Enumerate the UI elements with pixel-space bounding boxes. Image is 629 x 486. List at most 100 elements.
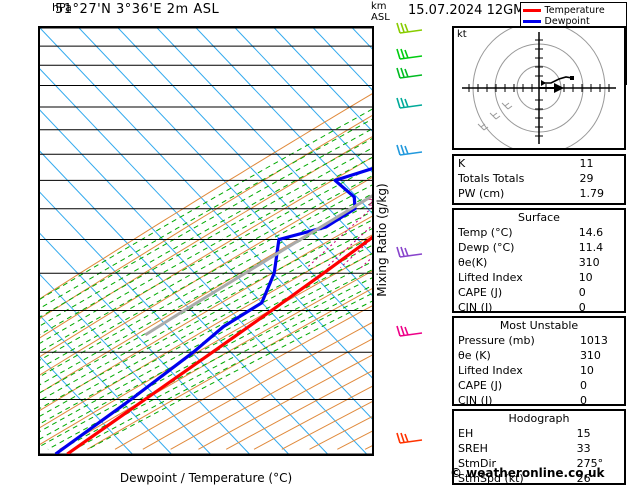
row-value: 310	[578, 256, 600, 269]
hodograph-canvas	[462, 28, 616, 148]
wind-barb	[396, 325, 423, 337]
table-row: Lifted Index 10	[454, 363, 624, 378]
row-value: 0	[578, 286, 586, 299]
most-unstable-panel: Most Unstable Pressure (mb) 1013 θe (K) 310…	[452, 316, 626, 408]
skewt-chart[interactable]: 2346810152025	[38, 26, 374, 456]
wind-barb	[396, 22, 423, 34]
table-row: CIN (J) 0	[454, 393, 624, 408]
legend-label: Dewpoint	[544, 16, 590, 27]
wind-barb	[396, 48, 423, 60]
table-row: θe(K) 310	[454, 255, 624, 270]
row-label: θe (K)	[458, 349, 491, 362]
row-value: 310	[579, 349, 601, 362]
wind-barb	[396, 97, 423, 109]
surface-panel: Surface Temp (°C) 14.6 Dewp (°C) 11.4 θe(K) 3…	[452, 208, 626, 315]
svg-text:2: 2	[368, 199, 372, 209]
legend-item: Temperature	[522, 5, 623, 16]
most-unstable-heading: Most Unstable	[499, 319, 579, 332]
table-row: CAPE (J) 0	[454, 285, 624, 300]
row-label: CAPE (J)	[458, 286, 503, 299]
row-label: K	[458, 157, 466, 170]
height-tick-mark	[372, 393, 374, 394]
pressure-unit-label: hPa	[52, 1, 72, 14]
row-label: SREH	[458, 442, 488, 455]
hodograph-stats-panel: Hodograph EH 15 SREH 33 StmDir 275° StmSpd (kt…	[452, 409, 626, 485]
wind-barb	[396, 68, 423, 80]
row-label: Lifted Index	[458, 271, 523, 284]
legend-swatch-icon	[522, 9, 541, 12]
row-value: 0	[579, 379, 587, 392]
table-row: CIN (J) 0	[454, 300, 624, 315]
most-unstable-table: Most Unstable Pressure (mb) 1013 θe (K) 310…	[454, 318, 624, 408]
table-row: Lifted Index 10	[454, 270, 624, 285]
x-axis-title: Dewpoint / Temperature (°C)	[119, 471, 293, 485]
indices-panel: K 11 Totals Totals 29 PW (cm) 1.79	[452, 154, 626, 205]
table-row: K 11	[454, 156, 624, 171]
table-row: CAPE (J) 0	[454, 378, 624, 393]
legend-item: Dewpoint	[522, 16, 623, 27]
height-unit-line1: km	[371, 1, 387, 12]
row-value: 1013	[579, 334, 608, 347]
hodograph-stats-table: Hodograph EH 15 SREH 33 StmDir 275° StmSpd (kt…	[454, 411, 624, 486]
row-label: CAPE (J)	[458, 379, 503, 392]
legend-label: Temperature	[544, 5, 605, 16]
row-value: 29	[579, 172, 594, 185]
row-label: Totals Totals	[458, 172, 525, 185]
row-label: StmSpd (kt)	[458, 472, 524, 485]
wind-barb	[396, 246, 423, 258]
row-label: Lifted Index	[458, 364, 523, 377]
wind-barb	[396, 144, 423, 156]
surface-heading: Surface	[518, 211, 560, 224]
hodograph-heading: Hodograph	[508, 412, 570, 425]
height-tick-mark	[372, 246, 374, 247]
row-label: θe(K)	[458, 256, 488, 269]
row-label: EH	[458, 427, 474, 440]
indices-table: K 11 Totals Totals 29 PW (cm) 1.79	[454, 156, 624, 201]
height-tick-mark	[372, 343, 374, 344]
row-value: 1.79	[579, 187, 604, 200]
row-label: Dewp (°C)	[458, 241, 515, 254]
hodograph-unit-label: kt	[457, 29, 467, 40]
row-value: 33	[576, 442, 591, 455]
height-unit-line2: ASL	[371, 12, 390, 23]
row-value: 10	[578, 271, 593, 284]
row-value: 11	[579, 157, 594, 170]
row-label: Temp (°C)	[458, 226, 513, 239]
table-row: Pressure (mb) 1013	[454, 333, 624, 348]
table-row: SREH 33	[454, 441, 624, 456]
surface-table: Surface Temp (°C) 14.6 Dewp (°C) 11.4 θe(K) 3…	[454, 210, 624, 315]
row-value: 10	[579, 364, 594, 377]
hodograph-panel[interactable]: kt	[452, 26, 626, 150]
height-tick-mark	[372, 109, 374, 110]
table-row: Temp (°C) 14.6	[454, 225, 624, 240]
table-row: θe (K) 310	[454, 348, 624, 363]
page-title: 51°27'N 3°36'E 2m ASL	[55, 2, 220, 17]
row-label: Pressure (mb)	[458, 334, 535, 347]
row-value: 11.4	[578, 241, 604, 254]
table-row: StmDir 275°	[454, 456, 624, 471]
row-label: CIN (J)	[458, 301, 493, 314]
table-row: Totals Totals 29	[454, 171, 624, 186]
wind-barb	[396, 433, 423, 445]
row-value: 275°	[576, 457, 604, 470]
legend-swatch-icon	[522, 20, 541, 23]
copyright-notice: © weatheronline.co.uk	[450, 466, 605, 480]
row-value: 26	[576, 472, 591, 485]
height-tick-mark	[372, 294, 374, 295]
table-row: StmSpd (kt) 26	[454, 471, 624, 486]
row-label: StmDir	[458, 457, 497, 470]
row-value: 15	[576, 427, 591, 440]
row-value: 14.6	[578, 226, 604, 239]
row-value: 0	[579, 394, 587, 407]
height-tick-mark	[372, 66, 374, 67]
height-unit-label: km ASL	[371, 1, 390, 23]
height-tick-mark	[372, 42, 374, 43]
skewt-canvas: 2346810152025	[40, 28, 372, 454]
row-label: CIN (J)	[458, 394, 493, 407]
row-label: PW (cm)	[458, 187, 505, 200]
mixing-ratio-axis-title: Mixing Ratio (g/kg)	[375, 183, 389, 297]
table-row: PW (cm) 1.79	[454, 186, 624, 201]
height-tick-mark	[372, 199, 374, 200]
table-row: EH 15	[454, 426, 624, 441]
height-tick-mark	[372, 154, 374, 155]
